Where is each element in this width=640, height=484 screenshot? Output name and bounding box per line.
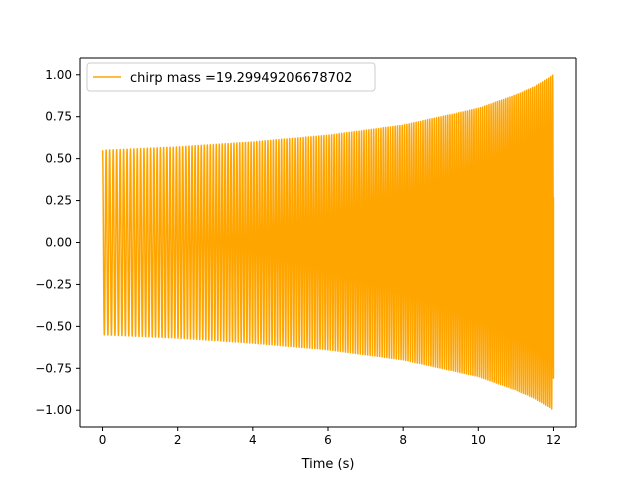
x-tick-label: 0 [99, 433, 107, 447]
y-tick-label: −0.25 [35, 277, 72, 291]
y-tick-label: −1.00 [35, 403, 72, 417]
x-tick-label: 2 [174, 433, 182, 447]
y-tick-label: −0.75 [35, 361, 72, 375]
x-tick-label: 12 [546, 433, 561, 447]
y-tick-label: 1.00 [45, 68, 72, 82]
x-tick-label: 6 [324, 433, 332, 447]
y-tick-label: 0.25 [45, 194, 72, 208]
ticks: 0 2 4 6 8 10 12 1.00 0.75 0.50 0.25 0.00 −0.25 −0.50 −… [35, 68, 561, 447]
x-tick-label: 10 [471, 433, 486, 447]
legend-label: chirp mass =19.29949206678702 [130, 71, 352, 86]
x-tick-label: 4 [249, 433, 257, 447]
x-axis-label: Time (s) [301, 457, 355, 472]
legend-box [86, 62, 376, 92]
y-tick-label: −0.50 [35, 319, 72, 333]
plot-area [101, 74, 555, 410]
series-line [101, 74, 555, 410]
y-tick-label: 0.50 [45, 152, 72, 166]
y-tick-label: 0.75 [45, 110, 72, 124]
x-tick-label: 8 [399, 433, 407, 447]
y-tick-label: 0.00 [45, 236, 72, 250]
legend: chirp mass =19.29949206678702 [86, 62, 376, 92]
